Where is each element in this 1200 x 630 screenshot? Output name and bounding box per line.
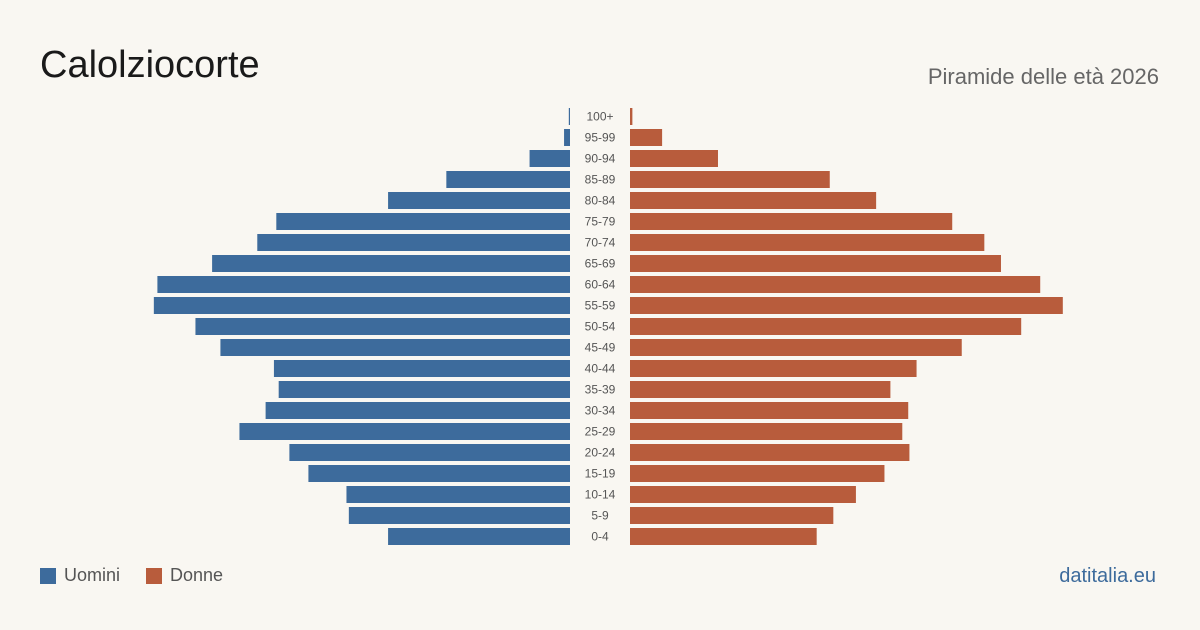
legend-swatch-women (146, 567, 163, 584)
age-group-label: 90-94 (585, 152, 616, 166)
bar-men-30-34 (265, 402, 570, 419)
age-group-label: 95-99 (585, 131, 616, 145)
bar-women-40-44 (630, 360, 917, 377)
bar-men-40-44 (273, 360, 570, 377)
bar-women-5-9 (630, 507, 834, 524)
age-group-label: 10-14 (585, 488, 616, 502)
bar-women-50-54 (630, 318, 1022, 335)
bar-women-20-24 (630, 444, 910, 461)
legend-item-women: Donne (146, 565, 223, 586)
age-group-label: 85-89 (585, 173, 616, 187)
bar-women-75-79 (630, 213, 953, 230)
bar-women-90-94 (630, 150, 718, 167)
bar-men-85-89 (446, 171, 570, 188)
bar-men-95-99 (564, 129, 570, 146)
bar-men-20-24 (289, 444, 570, 461)
bar-men-10-14 (346, 486, 570, 503)
age-group-label: 70-74 (585, 236, 616, 250)
bar-women-30-34 (630, 402, 909, 419)
age-group-label: 100+ (586, 110, 613, 124)
bar-women-25-29 (630, 423, 903, 440)
legend: Uomini Donne (40, 565, 249, 586)
bar-women-100+ (630, 108, 633, 125)
bar-men-70-74 (257, 234, 570, 251)
bar-men-0-4 (388, 528, 570, 545)
bar-men-45-49 (220, 339, 570, 356)
age-group-label: 30-34 (585, 404, 616, 418)
bar-men-60-64 (157, 276, 570, 293)
chart-title: Calolziocorte (40, 44, 260, 86)
bar-women-70-74 (630, 234, 985, 251)
bar-men-100+ (568, 108, 570, 125)
bar-women-45-49 (630, 339, 962, 356)
bar-men-50-54 (195, 318, 570, 335)
age-group-label: 50-54 (585, 320, 616, 334)
age-group-label: 0-4 (591, 530, 609, 544)
bar-men-5-9 (348, 507, 570, 524)
chart-subtitle: Piramide delle età 2026 (927, 64, 1159, 89)
bar-women-55-59 (630, 297, 1063, 314)
legend-label-women: Donne (170, 565, 224, 585)
bar-women-80-84 (630, 192, 877, 209)
age-group-label: 80-84 (585, 194, 616, 208)
legend-item-men: Uomini (40, 565, 120, 586)
bar-women-35-39 (630, 381, 891, 398)
bar-women-60-64 (630, 276, 1041, 293)
bar-men-65-69 (212, 255, 570, 272)
bar-men-80-84 (388, 192, 570, 209)
bar-women-95-99 (630, 129, 663, 146)
age-group-label: 35-39 (585, 383, 616, 397)
bar-men-55-59 (153, 297, 570, 314)
bar-women-85-89 (630, 171, 830, 188)
age-group-label: 75-79 (585, 215, 616, 229)
bar-men-90-94 (529, 150, 570, 167)
age-group-label: 60-64 (585, 278, 616, 292)
legend-swatch-men (40, 567, 56, 584)
bar-men-35-39 (278, 381, 570, 398)
age-group-label: 5-9 (591, 509, 609, 523)
age-group-label: 20-24 (585, 446, 616, 460)
age-group-label: 25-29 (585, 425, 616, 439)
bar-women-65-69 (630, 255, 1001, 272)
age-group-label: 15-19 (585, 467, 616, 481)
age-group-label: 40-44 (585, 362, 616, 376)
bar-men-15-19 (308, 465, 570, 482)
legend-label-men: Uomini (64, 565, 121, 585)
bar-women-15-19 (630, 465, 885, 482)
age-group-label: 45-49 (585, 341, 616, 355)
bar-women-10-14 (630, 486, 856, 503)
age-group-label: 55-59 (585, 299, 616, 313)
bar-women-0-4 (630, 528, 817, 545)
age-group-label: 65-69 (585, 257, 616, 271)
brand-link[interactable]: datitalia.eu (1059, 565, 1156, 587)
bar-men-25-29 (239, 423, 570, 440)
bar-men-75-79 (276, 213, 570, 230)
